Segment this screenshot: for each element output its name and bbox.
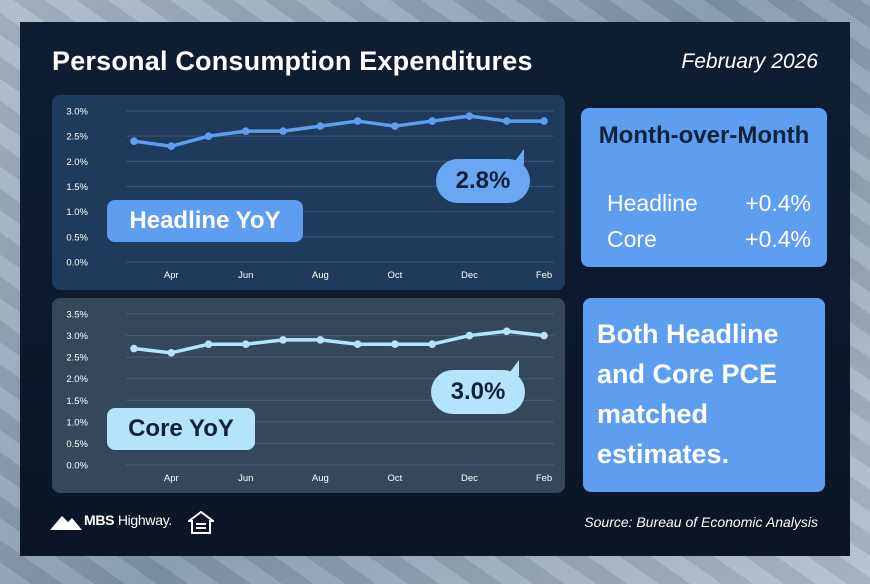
x-tick-label: Jun	[238, 270, 253, 281]
logo-text-rest: Highway.	[117, 512, 172, 528]
headline-callout-bubble: 2.8%	[436, 149, 530, 203]
y-tick-label: 3.0%	[66, 331, 88, 342]
logo-text-bold: MBS	[84, 512, 115, 528]
series-line	[133, 114, 544, 148]
mom-row-core: Core +0.4%	[607, 226, 811, 253]
x-tick-label: Dec	[461, 473, 478, 484]
data-point	[130, 344, 138, 353]
core-chart-panel: 0.0% 0.5% 1.0% 1.5% 2.0% 2.5% 3.0% 3.5% Apr Jun Au…	[52, 298, 565, 493]
x-tick-label: Aug	[312, 270, 329, 281]
y-tick-label: 2.5%	[66, 132, 88, 143]
data-point	[353, 117, 362, 125]
data-point	[428, 117, 436, 125]
data-point	[465, 112, 474, 120]
infographic-card: Personal Consumption Expenditures Februa…	[20, 22, 850, 556]
mom-row-value: +0.4%	[745, 190, 811, 216]
data-point	[540, 331, 548, 340]
data-point	[167, 349, 176, 357]
data-point	[502, 327, 511, 336]
y-tick-label: 0.5%	[66, 232, 88, 243]
data-point	[242, 340, 250, 348]
y-tick-label: 0.0%	[66, 258, 88, 269]
mom-row-label: Headline	[607, 190, 698, 216]
data-point	[167, 142, 176, 151]
x-tick-label: Aug	[312, 473, 329, 484]
data-point	[130, 137, 138, 145]
data-point	[465, 331, 474, 340]
headline-callout-value: 2.8%	[455, 167, 511, 194]
report-date: February 2026	[681, 50, 818, 73]
core-line-chart: 0.0% 0.5% 1.0% 1.5% 2.0% 2.5% 3.0% 3.5% Apr Jun Au…	[66, 310, 554, 484]
data-point	[391, 122, 399, 130]
y-tick-label: 2.0%	[66, 157, 88, 168]
y-tick-label: 3.5%	[66, 310, 88, 321]
x-tick-label: Dec	[461, 270, 478, 281]
y-tick-label: 0.5%	[66, 439, 88, 450]
x-tick-label: Oct	[388, 270, 403, 281]
data-point	[502, 117, 511, 125]
data-point	[204, 132, 213, 140]
data-point	[279, 127, 287, 135]
core-yoy-label: Core YoY	[107, 408, 255, 450]
x-tick-label: Oct	[388, 473, 403, 484]
y-tick-label: 1.5%	[66, 182, 88, 193]
x-tick-label: Apr	[164, 473, 179, 484]
x-tick-label: Feb	[536, 473, 552, 484]
mom-row-label: Core	[607, 226, 657, 252]
y-tick-label: 0.0%	[66, 461, 88, 472]
core-callout-value: 3.0%	[450, 378, 506, 405]
mom-row-headline: Headline +0.4%	[607, 190, 811, 217]
x-tick-label: Feb	[536, 270, 552, 281]
data-point	[391, 340, 399, 348]
bubble-tail	[507, 360, 519, 376]
data-point	[428, 340, 436, 348]
core-callout-bubble: 3.0%	[431, 360, 525, 414]
data-point	[242, 127, 250, 135]
data-point	[279, 336, 287, 344]
summary-text: Both Headline and Core PCE matched estim…	[597, 319, 779, 469]
page-title: Personal Consumption Expenditures	[52, 46, 533, 76]
series-line	[133, 329, 545, 355]
data-point	[316, 122, 325, 130]
headline-yoy-label: Headline YoY	[107, 200, 303, 242]
mom-row-value: +0.4%	[745, 226, 811, 252]
source-note: Source: Bureau of Economic Analysis	[584, 514, 818, 530]
y-tick-label: 1.5%	[66, 396, 88, 407]
data-point	[353, 340, 362, 348]
mom-title: Month-over-Month	[598, 122, 810, 149]
y-tick-label: 2.5%	[66, 353, 88, 364]
y-tick-label: 3.0%	[66, 107, 88, 118]
y-tick-label: 1.0%	[66, 207, 88, 218]
data-point	[204, 340, 213, 348]
y-tick-label: 2.0%	[66, 374, 88, 385]
x-tick-label: Jun	[238, 473, 253, 484]
data-point	[540, 117, 548, 125]
mountain-logo-icon	[50, 516, 82, 530]
data-point	[316, 336, 325, 344]
logo-text: MBS Highway.	[84, 512, 172, 528]
equal-housing-icon	[188, 511, 214, 534]
y-tick-label: 1.0%	[66, 417, 88, 428]
bubble-tail	[512, 149, 524, 165]
headline-line-chart: 0.0% 0.5% 1.0% 1.5% 2.0% 2.5% 3.0% Apr Jun Aug Oct…	[66, 107, 554, 281]
month-over-month-box: Month-over-Month Headline +0.4% Core +0.…	[581, 108, 827, 267]
headline-chart-panel: 0.0% 0.5% 1.0% 1.5% 2.0% 2.5% 3.0% Apr Jun Aug Oct…	[52, 95, 565, 290]
summary-box: Both Headline and Core PCE matched estim…	[583, 298, 825, 492]
x-tick-label: Apr	[164, 270, 179, 281]
